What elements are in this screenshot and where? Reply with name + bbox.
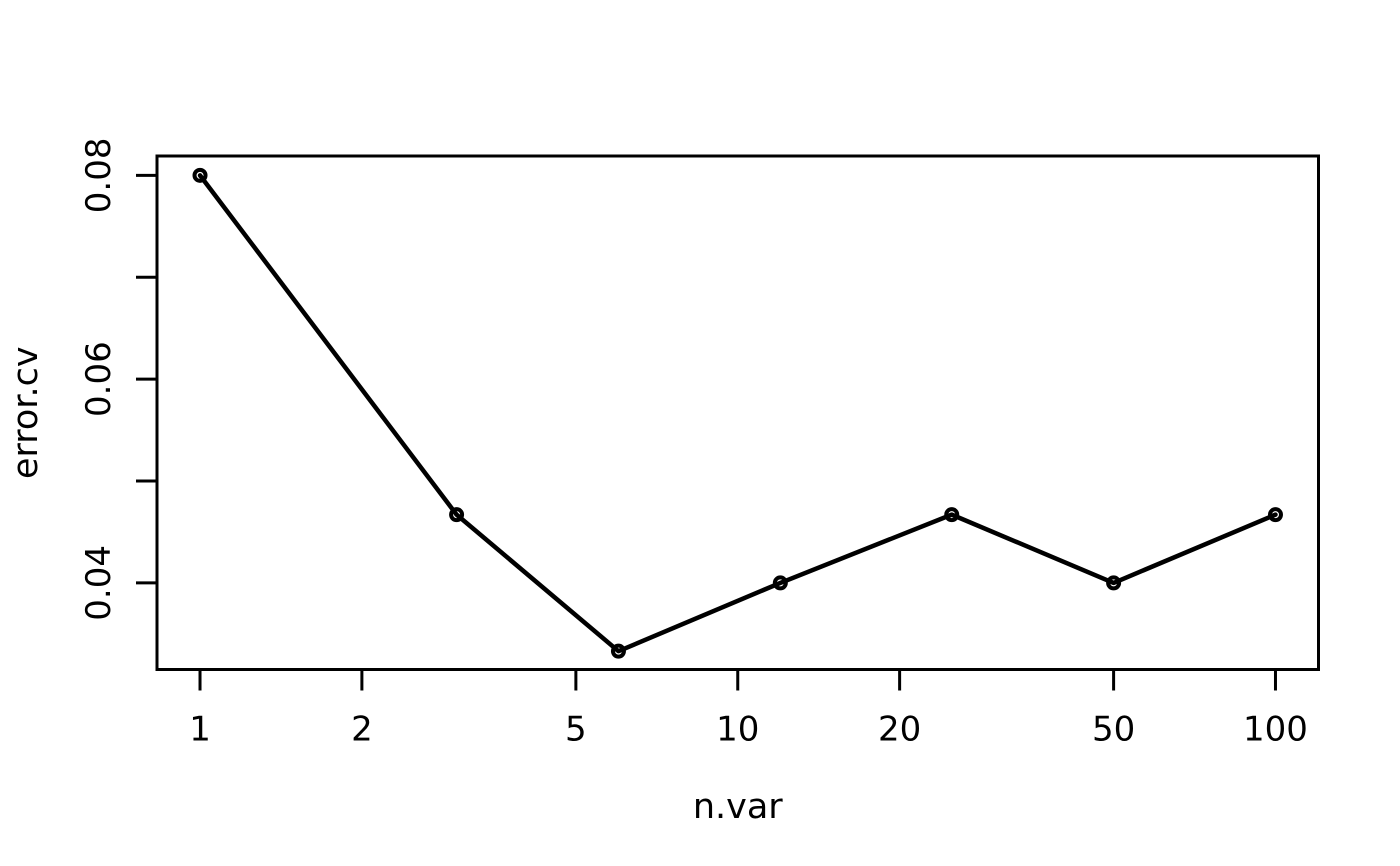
x-tick-label: 10 [716,710,759,750]
y-tick-label: 0.06 [79,341,119,417]
data-point-marker [944,507,960,523]
plot-box [155,154,1320,671]
data-point-marker [1106,575,1122,591]
x-tick-label: 50 [1092,710,1135,750]
data-point-marker [772,575,788,591]
data-point-marker [449,507,465,523]
data-point-marker [1267,507,1283,523]
x-tick-label: 20 [878,710,921,750]
y-tick-label: 0.08 [79,138,119,214]
series-line [197,173,1278,654]
x-tick-label: 100 [1243,710,1308,750]
x-tick-label: 5 [565,710,587,750]
y-axis-title: error.cv [6,346,46,479]
x-tick-label: 2 [351,710,373,750]
y-tick-label: 0.04 [79,545,119,621]
data-point-marker [192,167,208,183]
data-point-marker [610,643,626,659]
x-axis-title: n.var [693,787,783,827]
x-tick-label: 1 [189,710,211,750]
